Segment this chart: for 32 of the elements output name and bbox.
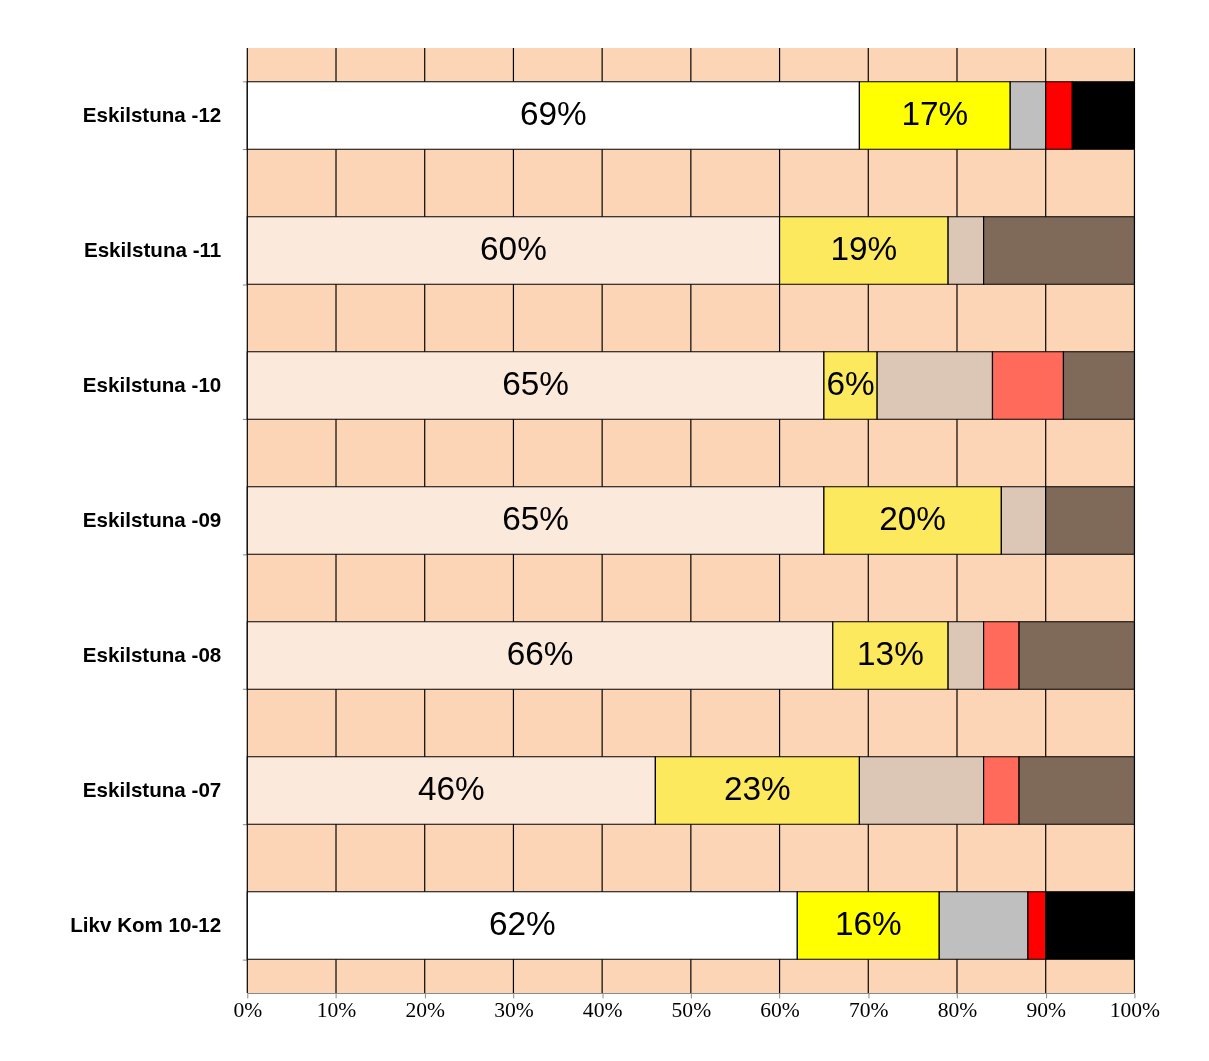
data-label: 46% — [417, 770, 485, 808]
y-tick-label: Eskilstuna -08 — [82, 642, 222, 666]
data-label: 19% — [830, 230, 898, 268]
data-label: 16% — [834, 905, 902, 943]
data-label: 20% — [879, 500, 947, 538]
x-tick-label: 50% — [671, 998, 712, 1023]
x-tick-label: 70% — [848, 998, 889, 1023]
data-label: 17% — [901, 95, 969, 133]
data-label: 65% — [502, 500, 569, 538]
data-label: 65% — [502, 365, 569, 403]
data-label: 13% — [857, 635, 924, 673]
x-tick-label: 20% — [405, 998, 446, 1023]
x-tick-label: 0% — [233, 998, 263, 1023]
data-label: 69% — [519, 95, 587, 133]
data-label: 23% — [724, 770, 791, 808]
x-tick-label: 30% — [494, 998, 534, 1023]
y-tick-label: Eskilstuna -10 — [82, 372, 222, 396]
x-tick-label: 10% — [316, 998, 357, 1023]
y-tick-label: Likv Kom 10-12 — [70, 912, 222, 936]
data-label: 62% — [488, 905, 556, 943]
x-tick-label: 90% — [1026, 998, 1066, 1023]
y-tick-label: Eskilstuna -09 — [82, 507, 222, 531]
x-tick-label: 40% — [582, 998, 623, 1023]
data-label: 60% — [480, 230, 547, 268]
y-tick-label: Eskilstuna -12 — [82, 102, 222, 126]
x-tick-label: 60% — [760, 998, 800, 1023]
x-tick-label: 80% — [937, 998, 978, 1023]
data-label: 66% — [506, 635, 574, 673]
y-tick-label: Eskilstuna -07 — [82, 777, 222, 801]
data-label: 6% — [826, 365, 875, 403]
y-tick-label: Eskilstuna -11 — [83, 237, 222, 261]
x-tick-label: 100% — [1109, 998, 1161, 1023]
